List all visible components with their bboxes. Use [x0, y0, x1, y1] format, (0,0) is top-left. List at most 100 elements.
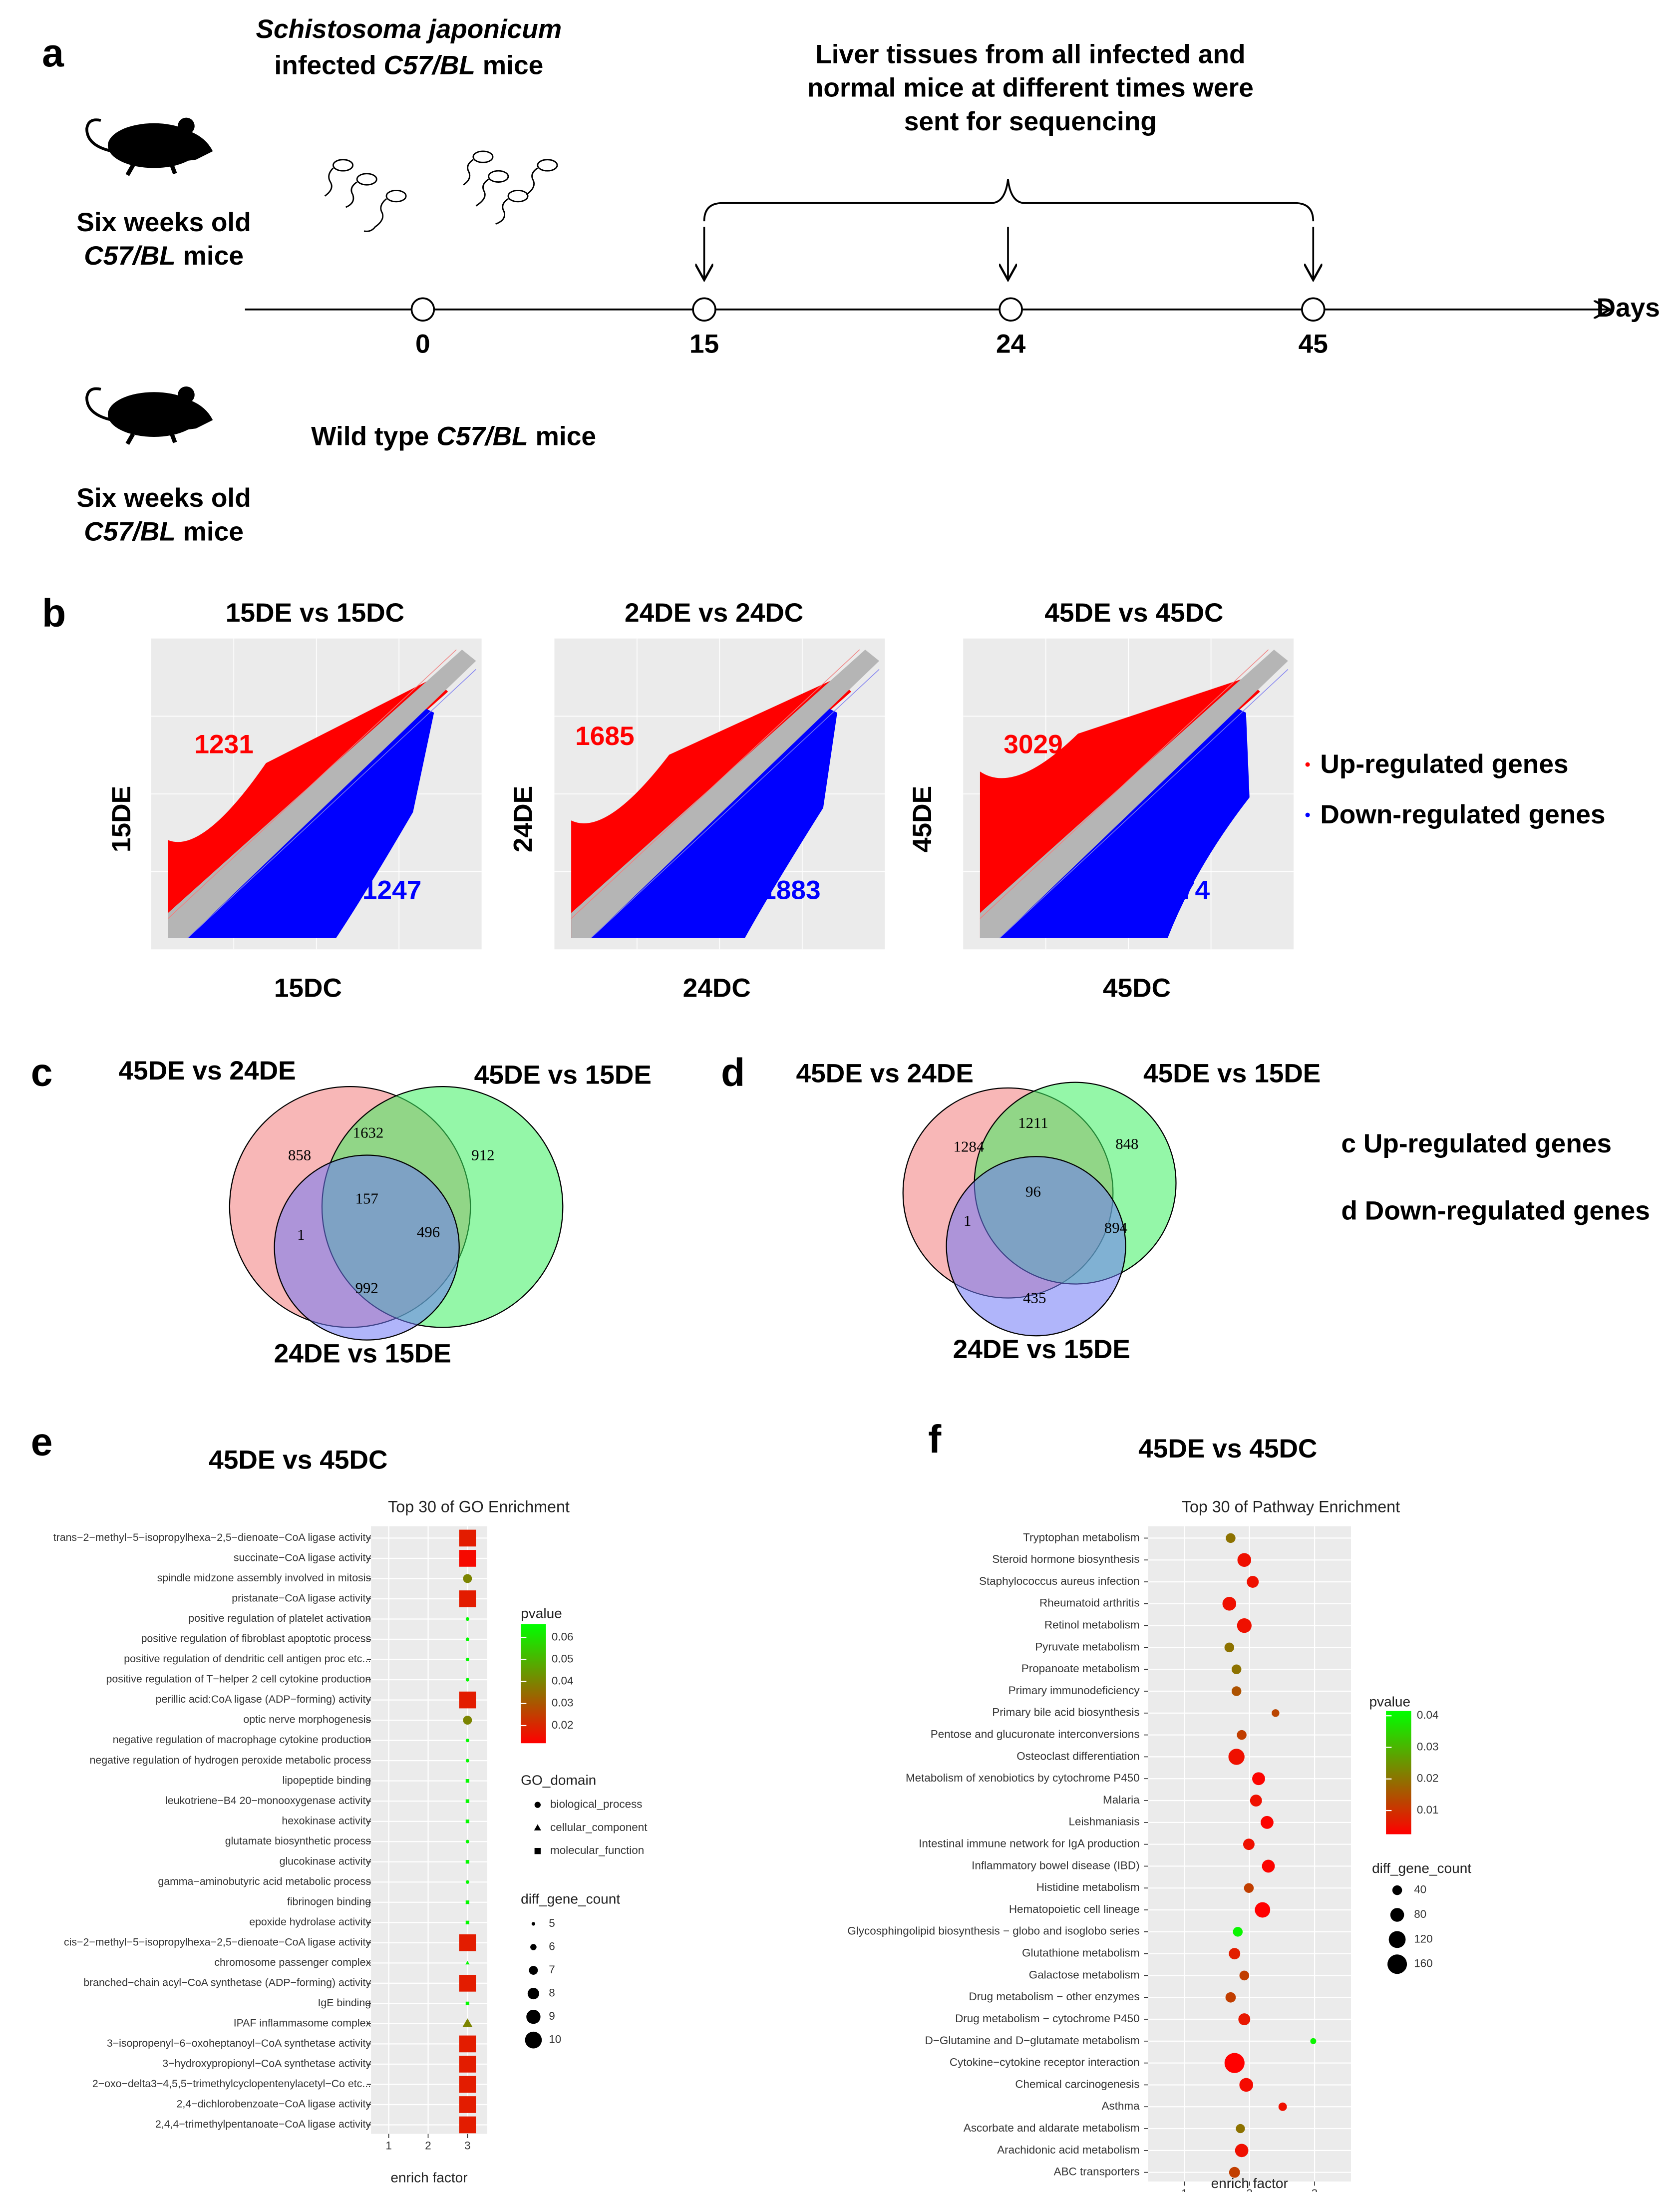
- point: [1229, 2167, 1240, 2178]
- point: [459, 2076, 476, 2093]
- color-bar: [521, 1624, 546, 1744]
- point: [1278, 2102, 1287, 2111]
- color-tick-label: 0.01: [1417, 1804, 1439, 1816]
- size-label: 7: [549, 1963, 555, 1976]
- legend-marker: [534, 1847, 541, 1854]
- region-count: 435: [1023, 1289, 1046, 1306]
- category-label: Pentose and glucuronate interconversions: [931, 1728, 1140, 1741]
- color-tick-label: 0.03: [1417, 1740, 1439, 1753]
- region-count: 1211: [1018, 1114, 1048, 1131]
- panel-letter: b: [42, 591, 66, 635]
- point: [1243, 1838, 1255, 1850]
- color-tick-label: 0.06: [552, 1630, 574, 1643]
- mouse-icon: [85, 117, 213, 176]
- point: [465, 1799, 470, 1803]
- chart-title: Top 30 of GO Enrichment: [388, 1498, 570, 1516]
- diagonal: [980, 649, 1269, 919]
- color-tick-label: 0.03: [552, 1697, 574, 1709]
- point: [1255, 1902, 1271, 1918]
- point: [1262, 1859, 1275, 1873]
- point: [459, 2116, 476, 2134]
- legend-title: pvalue: [521, 1606, 562, 1621]
- legend-title: pvalue: [1369, 1694, 1410, 1709]
- mouse-label: Six weeks old: [76, 208, 251, 237]
- down-count: 1247: [362, 875, 422, 905]
- set-label: 45DE vs 15DE: [474, 1061, 652, 1090]
- color-tick-label: 0.05: [552, 1652, 574, 1665]
- text: mice: [528, 422, 596, 451]
- point: [459, 2035, 476, 2053]
- note: sent for sequencing: [904, 107, 1157, 136]
- category-label: 3−hydroxypropionyl−CoA synthetase activi…: [162, 2058, 371, 2070]
- point: [465, 1880, 470, 1884]
- y-label: 45DE: [908, 786, 937, 852]
- category-label: chromosome passenger complex: [214, 1956, 371, 1968]
- x-axis-label: enrich factor: [390, 2170, 467, 2186]
- legend-text: Up-regulated genes: [1320, 749, 1568, 779]
- size-label: 40: [1414, 1883, 1426, 1896]
- panel-heading: 45DE vs 45DC: [209, 1446, 387, 1475]
- size-label: 6: [549, 1940, 555, 1952]
- category-label: 2,4,4−trimethylpentanoate−CoA ligase act…: [155, 2118, 371, 2130]
- point: [1239, 1970, 1250, 1981]
- point: [1231, 1686, 1242, 1696]
- group-label: infected C57/BL mice: [274, 51, 543, 80]
- legend-marker: [1305, 762, 1310, 767]
- point: [465, 2001, 470, 2006]
- text: mice: [176, 241, 244, 271]
- size-key: [527, 1988, 539, 2000]
- point: [1224, 2053, 1245, 2073]
- plot-title: 15DE vs 15DC: [226, 598, 404, 628]
- legend-text: biological_process: [550, 1798, 642, 1811]
- up-count: 3029: [1004, 730, 1063, 759]
- category-label: fibrinogen binding: [287, 1895, 371, 1907]
- size-label: 10: [549, 2033, 561, 2046]
- point: [459, 1550, 476, 1567]
- point: [1225, 1992, 1236, 2003]
- category-label: Metabolism of xenobiotics by cytochrome …: [906, 1772, 1140, 1784]
- parasites: [324, 150, 558, 232]
- category-label: Retinol metabolism: [1044, 1619, 1140, 1631]
- panel-letter: c: [31, 1050, 53, 1094]
- category-label: glutamate biosynthetic process: [225, 1835, 371, 1847]
- diagonal: [187, 669, 476, 939]
- category-label: Primary bile acid biosynthesis: [992, 1706, 1139, 1719]
- legend-marker: [534, 1802, 541, 1808]
- category-label: epoxide hydrolase activity: [249, 1916, 371, 1928]
- point: [1244, 1883, 1254, 1893]
- species: Schistosoma japonicum: [256, 14, 562, 44]
- venn-panels: 45DE vs 24DE 45DE vs 15DE 24DE vs 15DE 858 1…: [118, 1056, 1321, 1368]
- category-label: 3−isopropenyl−6−oxoheptanoyl−CoA synthet…: [107, 2037, 371, 2049]
- set-label: 24DE vs 15DE: [274, 1339, 451, 1369]
- legend-marker: [534, 1824, 541, 1830]
- category-label: succinate−CoA ligase activity: [234, 1552, 371, 1564]
- category-label: positive regulation of platelet activati…: [188, 1612, 371, 1624]
- size-label: 5: [549, 1917, 555, 1929]
- point: [459, 2096, 476, 2113]
- y-label: 24DE: [509, 786, 538, 852]
- category-label: Galactose metabolism: [1029, 1968, 1140, 1981]
- arrows: [704, 227, 1313, 280]
- text: C57/BL: [84, 517, 176, 547]
- go-chart: Top 30 of GO Enrichment 1 2 3 enrich factor t…: [53, 1498, 648, 2186]
- time-label: 0: [415, 330, 430, 359]
- legend-text: Down-regulated genes: [1320, 800, 1605, 829]
- point: [1238, 2013, 1251, 2025]
- size-label: 80: [1414, 1908, 1426, 1920]
- category-label: Primary immunodeficiency: [1008, 1684, 1140, 1697]
- panel-a: a Schistosoma japonicum infected C57/BL …: [42, 14, 1660, 547]
- point: [1229, 1948, 1241, 1960]
- diagonal: [168, 649, 457, 919]
- category-label: Osteoclast differentiation: [1016, 1750, 1139, 1762]
- panel-letter: a: [42, 31, 64, 75]
- group-label: Wild type C57/BL mice: [311, 422, 596, 451]
- point: [462, 2018, 473, 2028]
- unchanged-cloud: [571, 650, 880, 938]
- set-label: 45DE vs 24DE: [118, 1056, 296, 1086]
- point: [1261, 1816, 1274, 1829]
- legend-marker: [1305, 812, 1310, 817]
- point: [465, 1839, 470, 1843]
- up-count: 1685: [575, 722, 635, 751]
- legend-text: molecular_function: [550, 1844, 644, 1856]
- category-label: lipopeptide binding: [282, 1774, 371, 1786]
